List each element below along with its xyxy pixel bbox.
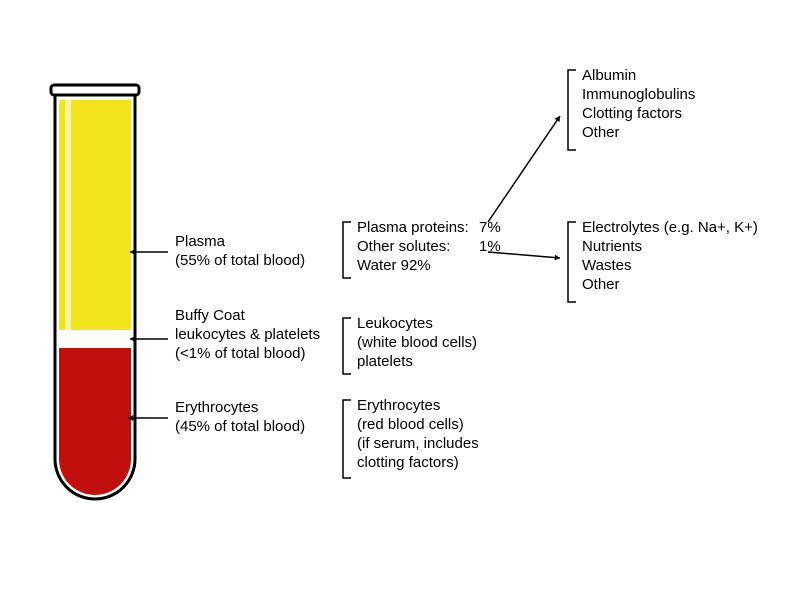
- bracket-eryth-comp: [343, 400, 351, 478]
- svg-text:(55% of total blood): (55% of total blood): [175, 252, 305, 269]
- proteins-list-item: Other: [582, 124, 620, 141]
- solutes-list-item: Wastes: [582, 257, 631, 274]
- buffy-composition: platelets: [357, 353, 413, 370]
- solutes-list-item: Nutrients: [582, 238, 642, 255]
- erythrocytes-composition: Erythrocytes: [357, 397, 440, 414]
- tube-layer-buffy-coat: [59, 330, 131, 348]
- bracket-proteins: [568, 70, 576, 150]
- solutes-list-item: Other: [582, 276, 620, 293]
- arrow-solutes: [488, 252, 560, 261]
- erythrocytes-composition: (if serum, includes: [357, 435, 479, 452]
- buffy-composition: (white blood cells): [357, 334, 477, 351]
- tube-highlight: [65, 100, 71, 330]
- erythrocytes-composition: (red blood cells): [357, 416, 464, 433]
- bracket-solutes: [568, 222, 576, 302]
- svg-text:7%: 7%: [479, 219, 501, 236]
- erythrocytes-composition: clotting factors): [357, 454, 459, 471]
- buffy-composition: Leukocytes: [357, 315, 433, 332]
- svg-text:Water 92%: Water 92%: [357, 257, 431, 274]
- proteins-list-item: Immunoglobulins: [582, 86, 695, 103]
- bracket-plasma-comp: [343, 222, 351, 278]
- svg-text:leukocytes & platelets: leukocytes & platelets: [175, 326, 320, 343]
- svg-text:Plasma proteins:: Plasma proteins:: [357, 219, 469, 236]
- proteins-list-item: Clotting factors: [582, 105, 682, 122]
- svg-text:Erythrocytes: Erythrocytes: [175, 399, 258, 416]
- svg-text:Buffy Coat: Buffy Coat: [175, 307, 246, 324]
- svg-text:Other solutes:: Other solutes:: [357, 238, 450, 255]
- arrow-proteins: [488, 116, 560, 222]
- test-tube: [51, 85, 139, 499]
- tube-layer-erythrocytes: [59, 348, 131, 495]
- svg-text:(45% of total blood): (45% of total blood): [175, 418, 305, 435]
- tube-rim: [51, 85, 139, 95]
- svg-text:(<1% of total blood): (<1% of total blood): [175, 345, 306, 362]
- svg-text:Plasma: Plasma: [175, 233, 226, 250]
- proteins-list-item: Albumin: [582, 67, 636, 84]
- solutes-list-item: Electrolytes (e.g. Na+, K+): [582, 219, 758, 236]
- bracket-buffy-comp: [343, 318, 351, 374]
